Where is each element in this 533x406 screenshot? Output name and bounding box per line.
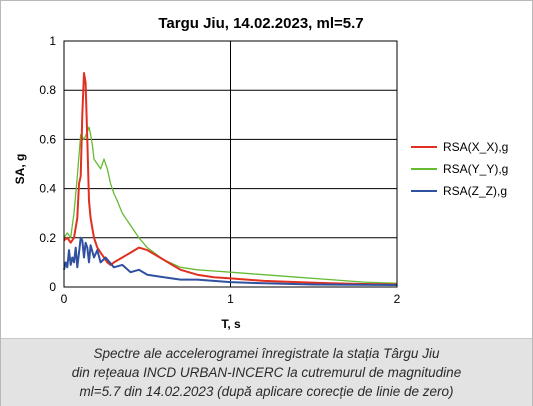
x-tick-label: 0	[61, 292, 68, 306]
plot-area-frame	[63, 40, 398, 288]
caption-line-1: Spectre ale accelerogramei înregistrate …	[93, 346, 440, 361]
y-tick-label: 1	[49, 34, 56, 48]
legend-label: RSA(Z_Z),g	[443, 184, 507, 198]
caption-line-3: ml=5.7 din 14.02.2023 (după aplicare cor…	[79, 384, 454, 399]
response-spectrum-chart: Targu Jiu, 14.02.2023, ml=5.7 0 0.2 0.4 0.6…	[13, 15, 508, 331]
x-tick-label: 2	[394, 292, 401, 306]
y-tick-label: 0.8	[39, 83, 56, 97]
x-tick-label: 1	[227, 292, 234, 306]
y-tick-label: 0.4	[39, 182, 56, 196]
legend: RSA(X_X),g RSA(Y_Y),g RSA(Z_Z),g	[411, 140, 508, 198]
y-tick-label: 0.6	[39, 132, 56, 146]
chart-title: Targu Jiu, 14.02.2023, ml=5.7	[158, 15, 363, 32]
y-tick-label: 0	[49, 280, 56, 294]
grid	[64, 41, 397, 287]
y-axis-label: SA, g	[13, 154, 27, 185]
x-axis-label: T, s	[221, 317, 241, 331]
series-line-3	[63, 236, 398, 286]
series-lines	[63, 72, 398, 286]
figure-caption: Spectre ale accelerogramei înregistrate …	[1, 338, 532, 406]
chart-panel: Targu Jiu, 14.02.2023, ml=5.7 0 0.2 0.4 0.6…	[1, 1, 532, 338]
legend-label: RSA(Y_Y),g	[443, 162, 508, 176]
legend-label: RSA(X_X),g	[443, 140, 508, 154]
caption-line-2: din rețeaua INCD URBAN-INCERC la cutremu…	[71, 365, 462, 380]
tick-labels: 0 0.2 0.4 0.6 0.8 1 0 1 2	[39, 34, 400, 306]
y-tick-label: 0.2	[39, 231, 56, 245]
series-line-2	[63, 126, 398, 284]
